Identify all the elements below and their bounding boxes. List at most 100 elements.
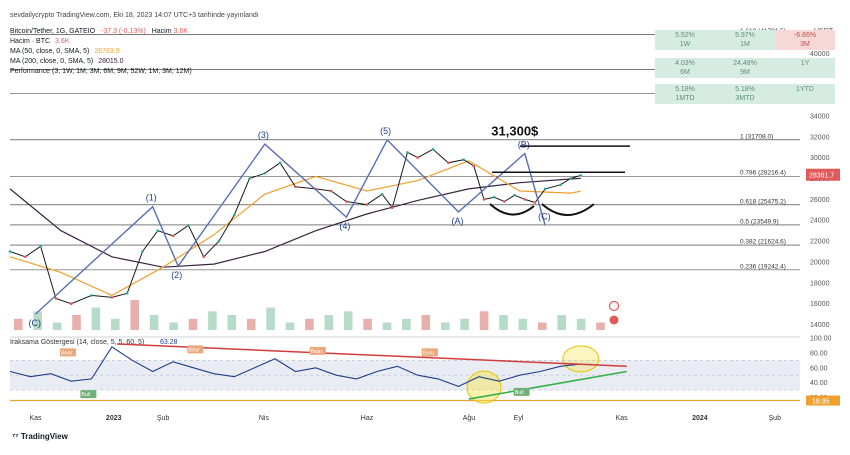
performance-cell-1y: 1Y bbox=[775, 58, 835, 78]
price-point-37 bbox=[543, 187, 547, 191]
performance-cell-1m: 5.97% 1M bbox=[715, 30, 775, 50]
volume-bar-22 bbox=[440, 322, 450, 330]
wave-label-7: (B) bbox=[518, 139, 530, 149]
price-tick-label-4: 22000 bbox=[810, 239, 830, 246]
performance-period: 3M bbox=[800, 41, 810, 48]
price-point-30 bbox=[472, 164, 476, 168]
volume-bar-18 bbox=[363, 318, 372, 331]
price-point-17 bbox=[278, 161, 282, 165]
rsi-title-value: 63.28 bbox=[160, 339, 178, 346]
volume-bar-20 bbox=[402, 318, 411, 331]
price-point-24 bbox=[391, 206, 394, 209]
volume-bar-7 bbox=[149, 315, 159, 330]
cup-arc-right bbox=[541, 203, 595, 216]
x-tick-label-9: Şub bbox=[769, 415, 782, 422]
volume-bar-17 bbox=[343, 311, 353, 331]
ma200-value: 28015.0 bbox=[98, 58, 124, 65]
x-tick-label-8: 2024 bbox=[692, 415, 708, 422]
price-point-34 bbox=[513, 193, 516, 197]
volume-bar-26 bbox=[518, 318, 528, 331]
price-tick-label-3: 20000 bbox=[810, 259, 830, 266]
price-point-11 bbox=[187, 224, 190, 227]
performance-value: 5.52% bbox=[675, 32, 695, 39]
volume-bar-15 bbox=[305, 318, 314, 331]
volume-bar-25 bbox=[499, 315, 508, 330]
price-tick-label-1: 16000 bbox=[810, 301, 830, 308]
volume-bar-21 bbox=[421, 315, 431, 330]
rsi-bear-label-2: Bear bbox=[188, 347, 200, 353]
performance-cell-1mtd: 5.18% 1MTD bbox=[655, 84, 715, 104]
rsi-bull-label-1: Bull bbox=[81, 392, 90, 398]
performance-period: 1M bbox=[740, 41, 750, 48]
price-point-1 bbox=[24, 255, 27, 259]
volume-bar-19 bbox=[382, 322, 392, 330]
price-point-7 bbox=[125, 292, 129, 295]
rsi-title: Iraksama Göstergesi (14, close, 5, 5, 60… bbox=[10, 339, 144, 346]
volume-title-value: 3.6K bbox=[173, 28, 188, 35]
volume-bar-24 bbox=[479, 311, 489, 331]
volume-bar-3 bbox=[72, 315, 81, 330]
wave-label-2: (2) bbox=[171, 270, 182, 280]
price-point-26 bbox=[416, 156, 420, 159]
rsi-bull-box-5 bbox=[513, 387, 530, 396]
price-point-12 bbox=[202, 255, 205, 259]
wave-label-3: (3) bbox=[258, 130, 269, 140]
price-point-4 bbox=[69, 302, 73, 306]
price-point-35 bbox=[523, 198, 527, 201]
performance-period: 1W bbox=[679, 41, 691, 48]
performance-period: 3MTD bbox=[735, 95, 755, 102]
rsi-bear-box-4 bbox=[421, 348, 438, 357]
source-line: sevdailycrypto TradingView.com, Eki 18, … bbox=[10, 12, 259, 19]
price-point-16 bbox=[263, 172, 267, 175]
price-point-23 bbox=[380, 192, 384, 196]
volume-bar-28 bbox=[557, 315, 566, 330]
volume-bar-9 bbox=[188, 318, 198, 331]
last-price-badge bbox=[806, 168, 840, 181]
symbol-change: -37.3 (-0.13%) bbox=[101, 28, 146, 35]
price-point-40 bbox=[579, 174, 583, 177]
rsi-bear-label-3: Bear bbox=[311, 349, 323, 355]
x-tick-label-2: Şub bbox=[157, 415, 170, 422]
price-tick-label-10: 34000 bbox=[810, 113, 830, 120]
rsi-current-badge bbox=[806, 395, 840, 406]
performance-line: Performance (3, 1W, 1M, 3M, 6M, 9M, 52W,… bbox=[10, 68, 192, 75]
performance-period: 9M bbox=[740, 69, 750, 76]
cup-arc-left bbox=[489, 203, 535, 216]
performance-value: 4.03% bbox=[675, 60, 695, 67]
volume-bar-23 bbox=[460, 318, 469, 331]
price-point-25 bbox=[406, 151, 409, 154]
x-tick-label-3: Nis bbox=[259, 415, 270, 422]
ma200-line: MA (200, close, 0, SMA, 5) 28015.0 bbox=[10, 57, 124, 66]
volume-bar-10 bbox=[208, 311, 217, 331]
tradingview-logo-text: TradingView bbox=[20, 432, 68, 441]
price-point-33 bbox=[503, 200, 506, 203]
wave-label-8: (C) bbox=[538, 211, 551, 221]
price-point-10 bbox=[171, 234, 175, 238]
symbol-line: Bitcoin/Tether, 1G, GATEIO -37.3 (-0.13%… bbox=[10, 27, 188, 36]
rsi-tick-label-4: 100.00 bbox=[810, 336, 832, 343]
price-point-5 bbox=[90, 294, 93, 297]
fib-label-7: 0.382 (21624.6) bbox=[740, 239, 786, 246]
fib-label-5: 0.618 (25475.2) bbox=[740, 198, 786, 205]
ma50-label: MA (50, close, 0, SMA, 5) bbox=[10, 48, 90, 55]
x-tick-label-1: 2023 bbox=[106, 415, 122, 422]
x-tick-label-0: Kas bbox=[29, 415, 42, 422]
price-point-29 bbox=[462, 158, 465, 161]
fib-label-3: 1 (31708.0) bbox=[740, 133, 773, 140]
x-tick-label-6: Eyl bbox=[514, 415, 524, 422]
fib-label-8: 0.236 (19242.4) bbox=[740, 263, 786, 270]
volume-bar-5 bbox=[111, 318, 120, 331]
rsi-highlight-high bbox=[562, 345, 600, 373]
wave-label-6: (A) bbox=[452, 216, 464, 226]
elliott-wave-path bbox=[35, 138, 546, 315]
performance-cell-3m: -6.66% 3M bbox=[775, 30, 835, 50]
rsi-tick-label-1: 40.00 bbox=[810, 380, 828, 387]
volume-title: Hacim bbox=[151, 28, 172, 35]
rsi-green-trendline bbox=[468, 370, 627, 400]
tradingview-logo-icon: ⁷⁷ bbox=[12, 432, 19, 441]
alert-icon bbox=[608, 300, 620, 312]
price-point-36 bbox=[533, 201, 537, 204]
volume-bar-6 bbox=[130, 300, 139, 330]
rsi-bull-label-5: Bull bbox=[515, 390, 524, 396]
price-point-14 bbox=[233, 213, 236, 217]
